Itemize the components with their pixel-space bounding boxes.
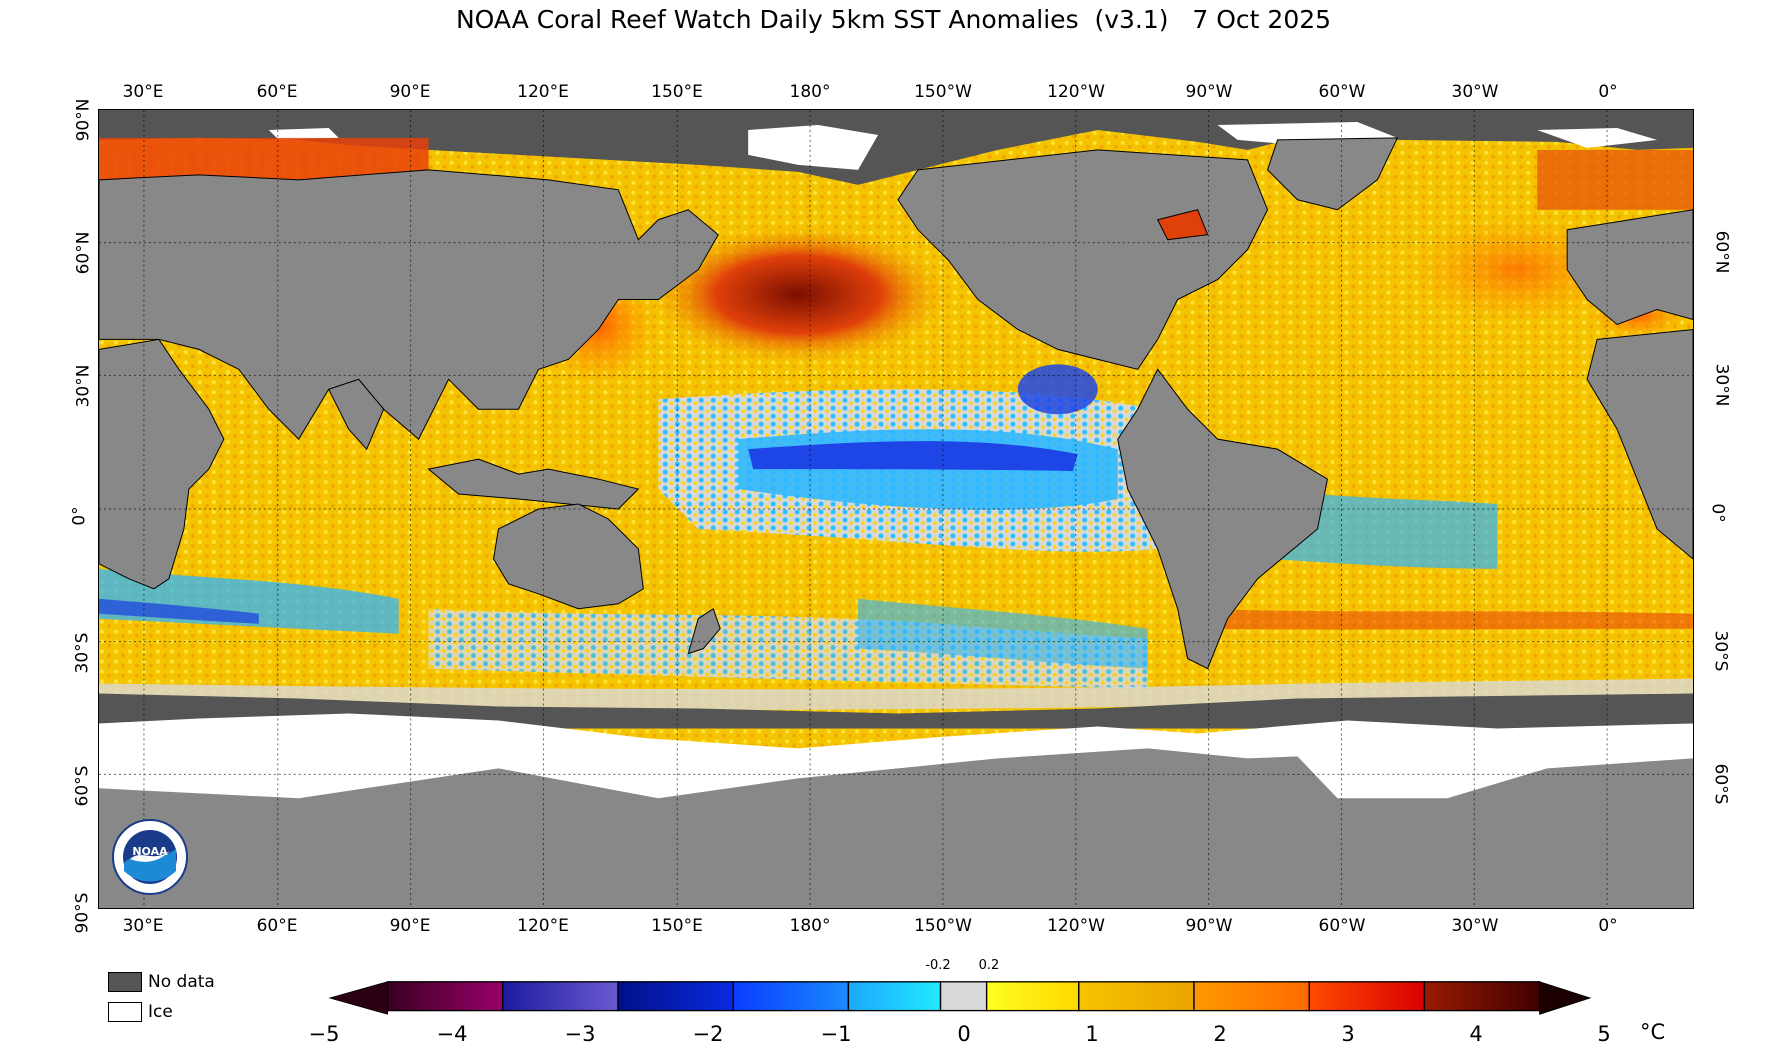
australia-land xyxy=(492,503,644,610)
arctic-ice xyxy=(268,121,1658,170)
colorbar-tick: −3 xyxy=(564,1022,596,1046)
lat-label-left: 0° xyxy=(69,506,90,526)
lon-label-top: 90°W xyxy=(1185,82,1233,102)
lon-label-bottom: 120°E xyxy=(517,916,569,936)
lon-label-bottom: 90°W xyxy=(1185,916,1233,936)
colorbar-max-arrow xyxy=(1539,981,1592,1015)
noaa-logo-icon: NOAA xyxy=(112,819,188,895)
lon-label-top: 90°E xyxy=(389,82,431,102)
lon-label-top: 30°E xyxy=(122,82,164,102)
barents-warm xyxy=(1537,149,1693,210)
colorbar-tick: 2 xyxy=(1213,1022,1227,1046)
south-atlantic-cool xyxy=(1267,489,1498,569)
colorbar-segment xyxy=(502,981,619,1012)
colorbar-tick: 4 xyxy=(1469,1022,1483,1046)
colorbar-tick: −2 xyxy=(692,1022,724,1046)
lat-label-left: 60°S xyxy=(72,765,93,807)
colorbar-small-tick: 0.2 xyxy=(978,958,1000,973)
new-zealand-land xyxy=(687,607,721,655)
ice-label: Ice xyxy=(148,1002,173,1022)
antarctica-land xyxy=(99,748,1693,908)
lon-label-top: 180° xyxy=(789,82,831,102)
greenland-land xyxy=(1266,137,1399,211)
colorbar-segment xyxy=(1078,981,1195,1012)
colorbar-tick: −5 xyxy=(308,1022,340,1046)
lon-label-top: 150°E xyxy=(651,82,703,102)
lon-label-bottom: 0° xyxy=(1598,916,1618,936)
iceland-land xyxy=(1156,209,1209,241)
equatorial-pacific-cold xyxy=(748,441,1078,472)
noaa-logo-text: NOAA xyxy=(132,845,168,858)
lon-label-top: 60°E xyxy=(256,82,298,102)
north-america-land xyxy=(897,149,1269,370)
colorbar-segment xyxy=(732,981,850,1012)
colorbar-min-arrow xyxy=(328,981,389,1015)
lat-label-right: 60°S xyxy=(1710,763,1731,805)
lon-label-top: 120°E xyxy=(517,82,569,102)
south-america-land xyxy=(1117,368,1329,670)
lat-label-left: 90°N xyxy=(73,98,94,142)
western-europe-land xyxy=(1566,209,1693,326)
lat-label-right: 30°N xyxy=(1711,363,1732,407)
map-canvas xyxy=(98,109,1694,909)
lat-label-left: 60°N xyxy=(73,231,94,275)
noaa-logo: NOAA xyxy=(112,819,188,895)
lat-label-right: 0° xyxy=(1707,503,1728,523)
colorbar-segment xyxy=(939,981,988,1012)
lon-label-top: 150°W xyxy=(914,82,972,102)
subtropical-pacific-cold xyxy=(1017,364,1098,415)
colorbar-segment xyxy=(617,981,734,1012)
lon-label-bottom: 180° xyxy=(789,916,831,936)
lon-label-bottom: 120°W xyxy=(1047,916,1105,936)
map-title: NOAA Coral Reef Watch Daily 5km SST Anom… xyxy=(455,5,1332,34)
west-africa-land xyxy=(1586,328,1693,560)
africa-land xyxy=(99,338,225,590)
colorbar-segment xyxy=(1423,981,1541,1012)
colorbar-small-tick: -0.2 xyxy=(925,958,951,973)
colorbar-tick: 3 xyxy=(1341,1022,1355,1046)
lon-label-bottom: 90°E xyxy=(389,916,431,936)
ice-swatch xyxy=(108,1002,142,1022)
lat-label-left: 30°S xyxy=(72,632,93,674)
lon-label-top: 60°W xyxy=(1318,82,1366,102)
lat-label-right: 60°N xyxy=(1711,230,1732,274)
lon-label-top: 120°W xyxy=(1047,82,1105,102)
lon-label-bottom: 60°E xyxy=(256,916,298,936)
south-pacific-cool xyxy=(858,598,1148,669)
colorbar-segment xyxy=(1308,981,1426,1012)
colorbar-segment xyxy=(847,981,942,1012)
colorbar-tick: 0 xyxy=(957,1022,971,1046)
india-land xyxy=(328,378,385,451)
lon-label-bottom: 60°W xyxy=(1318,916,1366,936)
eurasia-land xyxy=(99,169,719,440)
lat-label-right: 30°S xyxy=(1710,630,1731,672)
graticule xyxy=(99,110,1693,908)
colorbar-segment xyxy=(1193,981,1310,1012)
sst-anomaly-map[interactable]: NOAA xyxy=(98,109,1694,909)
lon-label-bottom: 30°W xyxy=(1451,916,1499,936)
colorbar-tick: −4 xyxy=(436,1022,468,1046)
colorbar-segment xyxy=(386,981,504,1012)
lon-label-bottom: 150°E xyxy=(651,916,703,936)
north-pacific-heatwave xyxy=(648,224,948,365)
southern-indian-cold-eddies xyxy=(99,598,259,624)
colorbar-tick: −1 xyxy=(820,1022,852,1046)
colorbar-tick: 1 xyxy=(1085,1022,1099,1046)
colorbar-segment xyxy=(985,981,1080,1012)
lat-label-left: 30°N xyxy=(73,364,94,408)
lon-label-bottom: 150°W xyxy=(914,916,972,936)
lat-label-left: 90°S xyxy=(72,892,93,934)
lon-label-bottom: 30°E xyxy=(122,916,164,936)
indonesia-islands xyxy=(427,458,640,510)
colorbar-tick: 5 xyxy=(1597,1022,1611,1046)
colorbar-unit: °C xyxy=(1640,1020,1666,1044)
no-data-label: No data xyxy=(148,972,215,992)
antarctic-no-data xyxy=(99,693,1693,729)
south-atlantic-warm-eddies xyxy=(1197,608,1693,630)
lon-label-top: 30°W xyxy=(1451,82,1499,102)
no-data-swatch xyxy=(108,972,142,992)
lon-label-top: 0° xyxy=(1598,82,1618,102)
colorbar xyxy=(328,981,1592,1015)
